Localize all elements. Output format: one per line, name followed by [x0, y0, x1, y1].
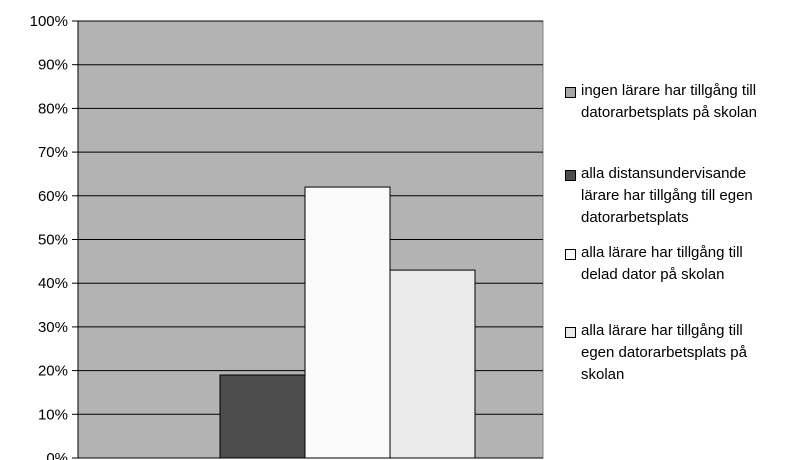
y-tick-label: 30%	[38, 319, 68, 336]
y-tick-label: 70%	[38, 144, 68, 161]
y-tick-label: 90%	[38, 57, 68, 74]
legend-swatch	[565, 249, 576, 260]
bars	[219, 186, 476, 459]
y-tick-label: 0%	[46, 450, 68, 460]
y-tick-label: 40%	[38, 275, 68, 292]
legend-label: alla lärare har tillgång till egen dator…	[581, 322, 747, 383]
y-tick-label: 10%	[38, 406, 68, 423]
legend-label: alla lärare har tillgång till delad dato…	[581, 244, 743, 283]
y-tick-label: 20%	[38, 363, 68, 380]
bar-2	[219, 374, 306, 459]
legend-item-egen-datorarbetsplats: alla lärare har tillgång till egen dator…	[565, 320, 747, 386]
legend-swatch	[565, 170, 576, 181]
bar-3	[304, 186, 391, 459]
bar-4	[389, 269, 476, 459]
legend-label: alla distansundervisande lärare har till…	[581, 165, 753, 226]
y-tick-label: 80%	[38, 100, 68, 117]
legend-swatch	[565, 327, 576, 338]
legend-item-distansundervisande: alla distansundervisande lärare har till…	[565, 163, 753, 229]
legend-label: ingen lärare har tillgång till datorarbe…	[581, 82, 757, 121]
y-tick-label: 100%	[30, 13, 68, 30]
legend-item-ingen-tillgang: ingen lärare har tillgång till datorarbe…	[565, 80, 757, 124]
y-tick-label: 50%	[38, 232, 68, 249]
y-tick-label: 60%	[38, 188, 68, 205]
y-axis: 0% 10% 20% 30% 40% 50% 60% 70% 80% 90% 100%	[30, 13, 79, 460]
legend-swatch	[565, 87, 576, 98]
legend-item-delad-dator: alla lärare har tillgång till delad dato…	[565, 242, 743, 286]
